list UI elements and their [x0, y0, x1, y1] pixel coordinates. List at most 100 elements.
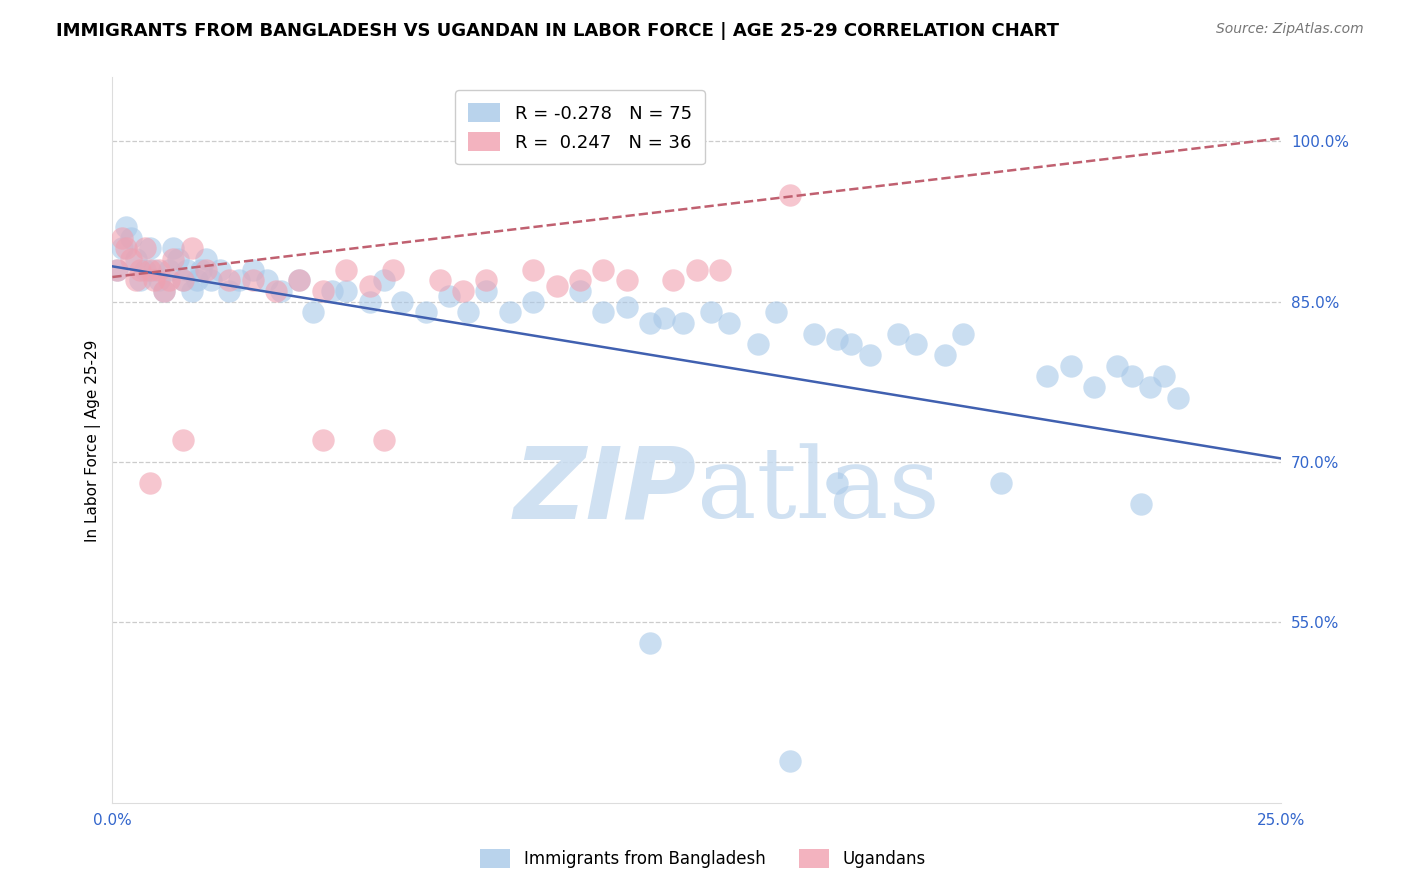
Point [208, 262, 231, 277]
Point [522, 294, 544, 309]
Point [335, 262, 357, 277]
Point [148, 262, 170, 277]
Point [359, 278, 381, 293]
Point [1139, 380, 1161, 394]
Point [391, 294, 413, 309]
Point [256, 273, 278, 287]
Point [451, 284, 474, 298]
Point [1107, 359, 1129, 373]
Point [475, 284, 498, 298]
Point [522, 262, 544, 277]
Point [105, 262, 128, 277]
Point [172, 434, 194, 448]
Point [186, 273, 208, 287]
Point [803, 326, 825, 341]
Point [120, 252, 142, 266]
Point [143, 262, 166, 277]
Point [616, 273, 638, 287]
Point [887, 326, 910, 341]
Point [190, 262, 212, 277]
Point [153, 284, 176, 298]
Text: IMMIGRANTS FROM BANGLADESH VS UGANDAN IN LABOR FORCE | AGE 25-29 CORRELATION CHA: IMMIGRANTS FROM BANGLADESH VS UGANDAN IN… [56, 22, 1059, 40]
Point [194, 262, 217, 277]
Point [139, 476, 162, 491]
Point [162, 241, 184, 255]
Point [1153, 369, 1175, 384]
Point [825, 332, 848, 346]
Point [312, 434, 335, 448]
Point [143, 273, 166, 287]
Point [218, 273, 240, 287]
Point [779, 754, 801, 768]
Point [825, 476, 848, 491]
Point [157, 262, 180, 277]
Point [129, 273, 152, 287]
Point [242, 262, 264, 277]
Point [381, 262, 404, 277]
Point [139, 241, 162, 255]
Point [415, 305, 437, 319]
Point [592, 305, 614, 319]
Point [672, 316, 695, 330]
Point [312, 284, 335, 298]
Point [429, 273, 451, 287]
Point [153, 284, 176, 298]
Point [568, 284, 591, 298]
Point [952, 326, 974, 341]
Point [475, 273, 498, 287]
Point [125, 273, 148, 287]
Point [125, 252, 148, 266]
Point [638, 636, 661, 650]
Point [747, 337, 769, 351]
Point [934, 348, 956, 362]
Point [1167, 391, 1189, 405]
Point [990, 476, 1012, 491]
Y-axis label: In Labor Force | Age 25-29: In Labor Force | Age 25-29 [86, 339, 101, 541]
Point [359, 294, 381, 309]
Point [166, 252, 188, 266]
Point [662, 273, 685, 287]
Point [139, 262, 162, 277]
Point [180, 241, 202, 255]
Point [111, 230, 134, 244]
Point [1121, 369, 1143, 384]
Point [546, 278, 568, 293]
Point [200, 273, 222, 287]
Point [172, 273, 194, 287]
Point [638, 316, 661, 330]
Legend: Immigrants from Bangladesh, Ugandans: Immigrants from Bangladesh, Ugandans [474, 843, 932, 875]
Point [1083, 380, 1105, 394]
Text: ZIP: ZIP [513, 442, 697, 540]
Point [568, 273, 591, 287]
Point [765, 305, 787, 319]
Point [242, 273, 264, 287]
Point [129, 262, 152, 277]
Point [162, 252, 184, 266]
Point [120, 230, 142, 244]
Point [709, 262, 731, 277]
Point [288, 273, 311, 287]
Point [302, 305, 325, 319]
Point [779, 187, 801, 202]
Point [194, 252, 217, 266]
Point [111, 241, 134, 255]
Point [373, 434, 395, 448]
Point [264, 284, 287, 298]
Point [652, 310, 675, 325]
Point [859, 348, 882, 362]
Point [592, 262, 614, 277]
Point [321, 284, 343, 298]
Point [905, 337, 928, 351]
Point [499, 305, 522, 319]
Point [457, 305, 479, 319]
Point [180, 284, 202, 298]
Point [134, 241, 156, 255]
Point [270, 284, 292, 298]
Legend: R = -0.278   N = 75, R =  0.247   N = 36: R = -0.278 N = 75, R = 0.247 N = 36 [456, 90, 704, 164]
Point [218, 284, 240, 298]
Point [157, 273, 180, 287]
Point [148, 273, 170, 287]
Point [176, 262, 198, 277]
Point [700, 305, 723, 319]
Point [437, 289, 460, 303]
